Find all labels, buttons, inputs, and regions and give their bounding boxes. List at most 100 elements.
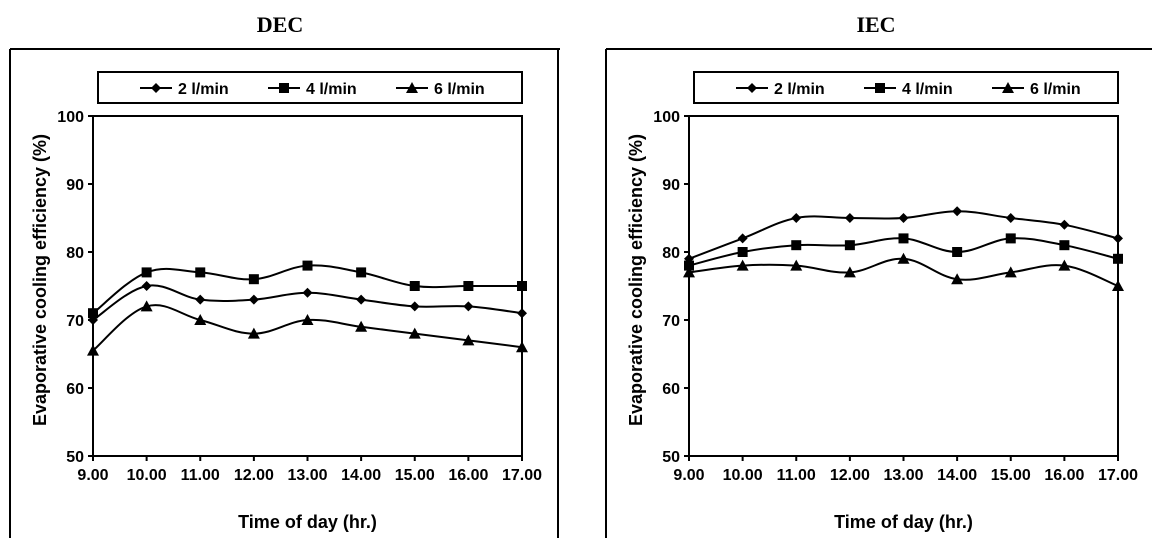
- data-point: [736, 259, 749, 271]
- y-tick-label: 70: [662, 313, 680, 330]
- data-point: [1058, 259, 1071, 271]
- data-point: [1113, 233, 1123, 244]
- data-point: [87, 344, 99, 356]
- y-axis-label: Evaporative cooling efficiency (%): [30, 134, 50, 426]
- series: [87, 300, 528, 356]
- data-point: [684, 260, 694, 271]
- data-point: [844, 240, 855, 251]
- data-point: [898, 213, 909, 223]
- series: [683, 252, 1124, 291]
- x-tick-label: 11.00: [181, 467, 220, 484]
- y-tick-label: 60: [66, 381, 84, 398]
- y-tick-label: 80: [66, 245, 84, 262]
- x-tick-label: 16.00: [448, 467, 488, 484]
- y-tick-label: 50: [662, 449, 680, 466]
- legend-marker: [151, 83, 161, 93]
- y-tick-label: 100: [653, 109, 680, 126]
- y-tick-label: 50: [66, 449, 84, 466]
- data-point: [463, 301, 474, 312]
- x-tick-label: 13.00: [883, 467, 923, 484]
- series: [684, 206, 1123, 264]
- data-point: [517, 281, 527, 291]
- y-tick-label: 70: [66, 313, 84, 330]
- data-point: [951, 273, 964, 285]
- data-point: [737, 233, 748, 244]
- data-point: [791, 240, 802, 251]
- legend-marker: [875, 83, 885, 93]
- data-point: [195, 294, 206, 305]
- data-point: [247, 327, 260, 339]
- data-point: [194, 314, 207, 325]
- data-point: [844, 213, 855, 223]
- data-point: [1059, 240, 1070, 251]
- data-point: [952, 247, 963, 257]
- y-axis-label: Evaporative cooling efficiency (%): [626, 134, 646, 426]
- chart-title: IEC: [856, 12, 896, 37]
- chart-panel-dec: DEC 50 60 70 80 90 100 9.00 10.00 11.00 12.00 13.0…: [0, 0, 560, 538]
- legend-label: 6 l/min: [434, 81, 485, 98]
- data-point: [409, 281, 420, 291]
- data-point: [463, 281, 474, 291]
- x-tick-label: 14.00: [937, 467, 977, 484]
- legend: 2 l/min 4 l/min 6 l/min: [97, 71, 523, 104]
- data-point: [408, 327, 421, 339]
- x-tick-label: 12.00: [234, 467, 274, 484]
- x-tick-label: 9.00: [673, 467, 704, 484]
- data-point: [1113, 253, 1123, 264]
- data-point: [1005, 213, 1016, 223]
- legend: 2 l/min 4 l/min 6 l/min: [693, 71, 1119, 104]
- data-point: [301, 314, 314, 325]
- legend-label: 2 l/min: [774, 81, 825, 98]
- data-point: [516, 341, 528, 353]
- x-tick-label: 14.00: [341, 467, 381, 484]
- data-point: [141, 281, 152, 291]
- data-point: [302, 287, 313, 298]
- x-tick-label: 12.00: [830, 467, 870, 484]
- data-point: [517, 308, 527, 319]
- x-axis-label: Time of day (hr.): [238, 512, 377, 532]
- chart-svg: 50 60 70 80 90 100 9.00 10.00 11.00 12.00 13.00 14.…: [605, 48, 1152, 538]
- data-point: [1004, 266, 1017, 278]
- legend-marker: [406, 82, 418, 93]
- y-tick-label: 90: [662, 177, 680, 194]
- x-tick-label: 17.00: [502, 467, 542, 484]
- series-line: [92, 304, 523, 352]
- series: [88, 281, 527, 325]
- chart-svg: 50 60 70 80 90 100 9.00 10.00 11.00 12.00 13.00 14.…: [9, 48, 560, 538]
- data-point: [737, 247, 748, 257]
- data-point: [355, 320, 368, 332]
- data-point: [897, 252, 910, 264]
- y-tick-label: 60: [662, 381, 680, 398]
- data-point: [683, 266, 695, 278]
- x-tick-label: 11.00: [777, 467, 816, 484]
- x-axis-label: Time of day (hr.): [834, 512, 973, 532]
- data-point: [248, 274, 259, 285]
- data-point: [462, 334, 475, 346]
- data-point: [843, 266, 856, 278]
- legend-label: 4 l/min: [306, 81, 357, 98]
- legend-label: 6 l/min: [1030, 81, 1081, 98]
- series: [684, 233, 1123, 271]
- data-point: [790, 259, 803, 271]
- data-point: [195, 267, 206, 278]
- data-point: [356, 267, 367, 278]
- data-point: [1112, 280, 1124, 291]
- y-tick-label: 80: [662, 245, 680, 262]
- data-point: [898, 233, 909, 244]
- data-point: [952, 206, 963, 217]
- plot-area: [688, 115, 1119, 457]
- data-point: [1005, 233, 1016, 244]
- data-point: [409, 301, 420, 312]
- data-point: [791, 213, 802, 223]
- chart-panel-iec: IEC 50 60 70 80 90 100 9.00 10.00 11.00 12.00 13.0…: [596, 0, 1152, 538]
- data-point: [140, 300, 153, 312]
- legend-label: 4 l/min: [902, 81, 953, 98]
- legend-marker: [747, 83, 757, 93]
- x-tick-label: 16.00: [1044, 467, 1084, 484]
- x-tick-label: 15.00: [395, 467, 435, 484]
- data-point: [1059, 219, 1070, 230]
- chart-title: DEC: [256, 12, 304, 37]
- x-tick-label: 10.00: [723, 467, 763, 484]
- data-point: [356, 294, 367, 305]
- x-tick-label: 17.00: [1098, 467, 1138, 484]
